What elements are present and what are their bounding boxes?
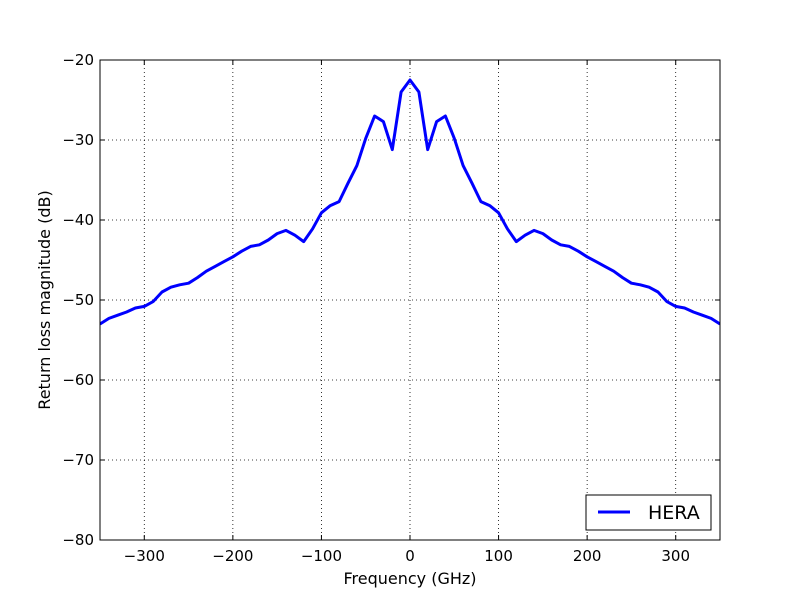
y-tick-label: −50	[62, 291, 94, 309]
axis-ticks: −300 −200 −100 0 100 200 300 −80 −70 −60 −50 −40 −30…	[62, 51, 720, 565]
x-tick-label: 200	[573, 547, 602, 565]
series-line-hera	[100, 78, 720, 326]
x-axis-label: Frequency (GHz)	[343, 569, 476, 588]
x-tick-label: 300	[661, 547, 690, 565]
legend: HERA	[585, 494, 712, 531]
y-axis-label: Return loss magnitude (dB)	[35, 190, 54, 409]
y-tick-label: −20	[62, 51, 94, 69]
x-tick-label: 100	[484, 547, 513, 565]
x-tick-label: −100	[301, 547, 342, 565]
legend-label-hera: HERA	[648, 502, 700, 524]
y-tick-label: −70	[62, 451, 94, 469]
y-tick-label: −40	[62, 211, 94, 229]
y-tick-label: −30	[62, 131, 94, 149]
x-tick-label: −200	[212, 547, 253, 565]
y-tick-label: −80	[62, 531, 94, 549]
x-tick-label: 0	[405, 547, 415, 565]
series-layer	[100, 78, 720, 326]
x-tick-label: −300	[124, 547, 165, 565]
y-tick-label: −60	[62, 371, 94, 389]
